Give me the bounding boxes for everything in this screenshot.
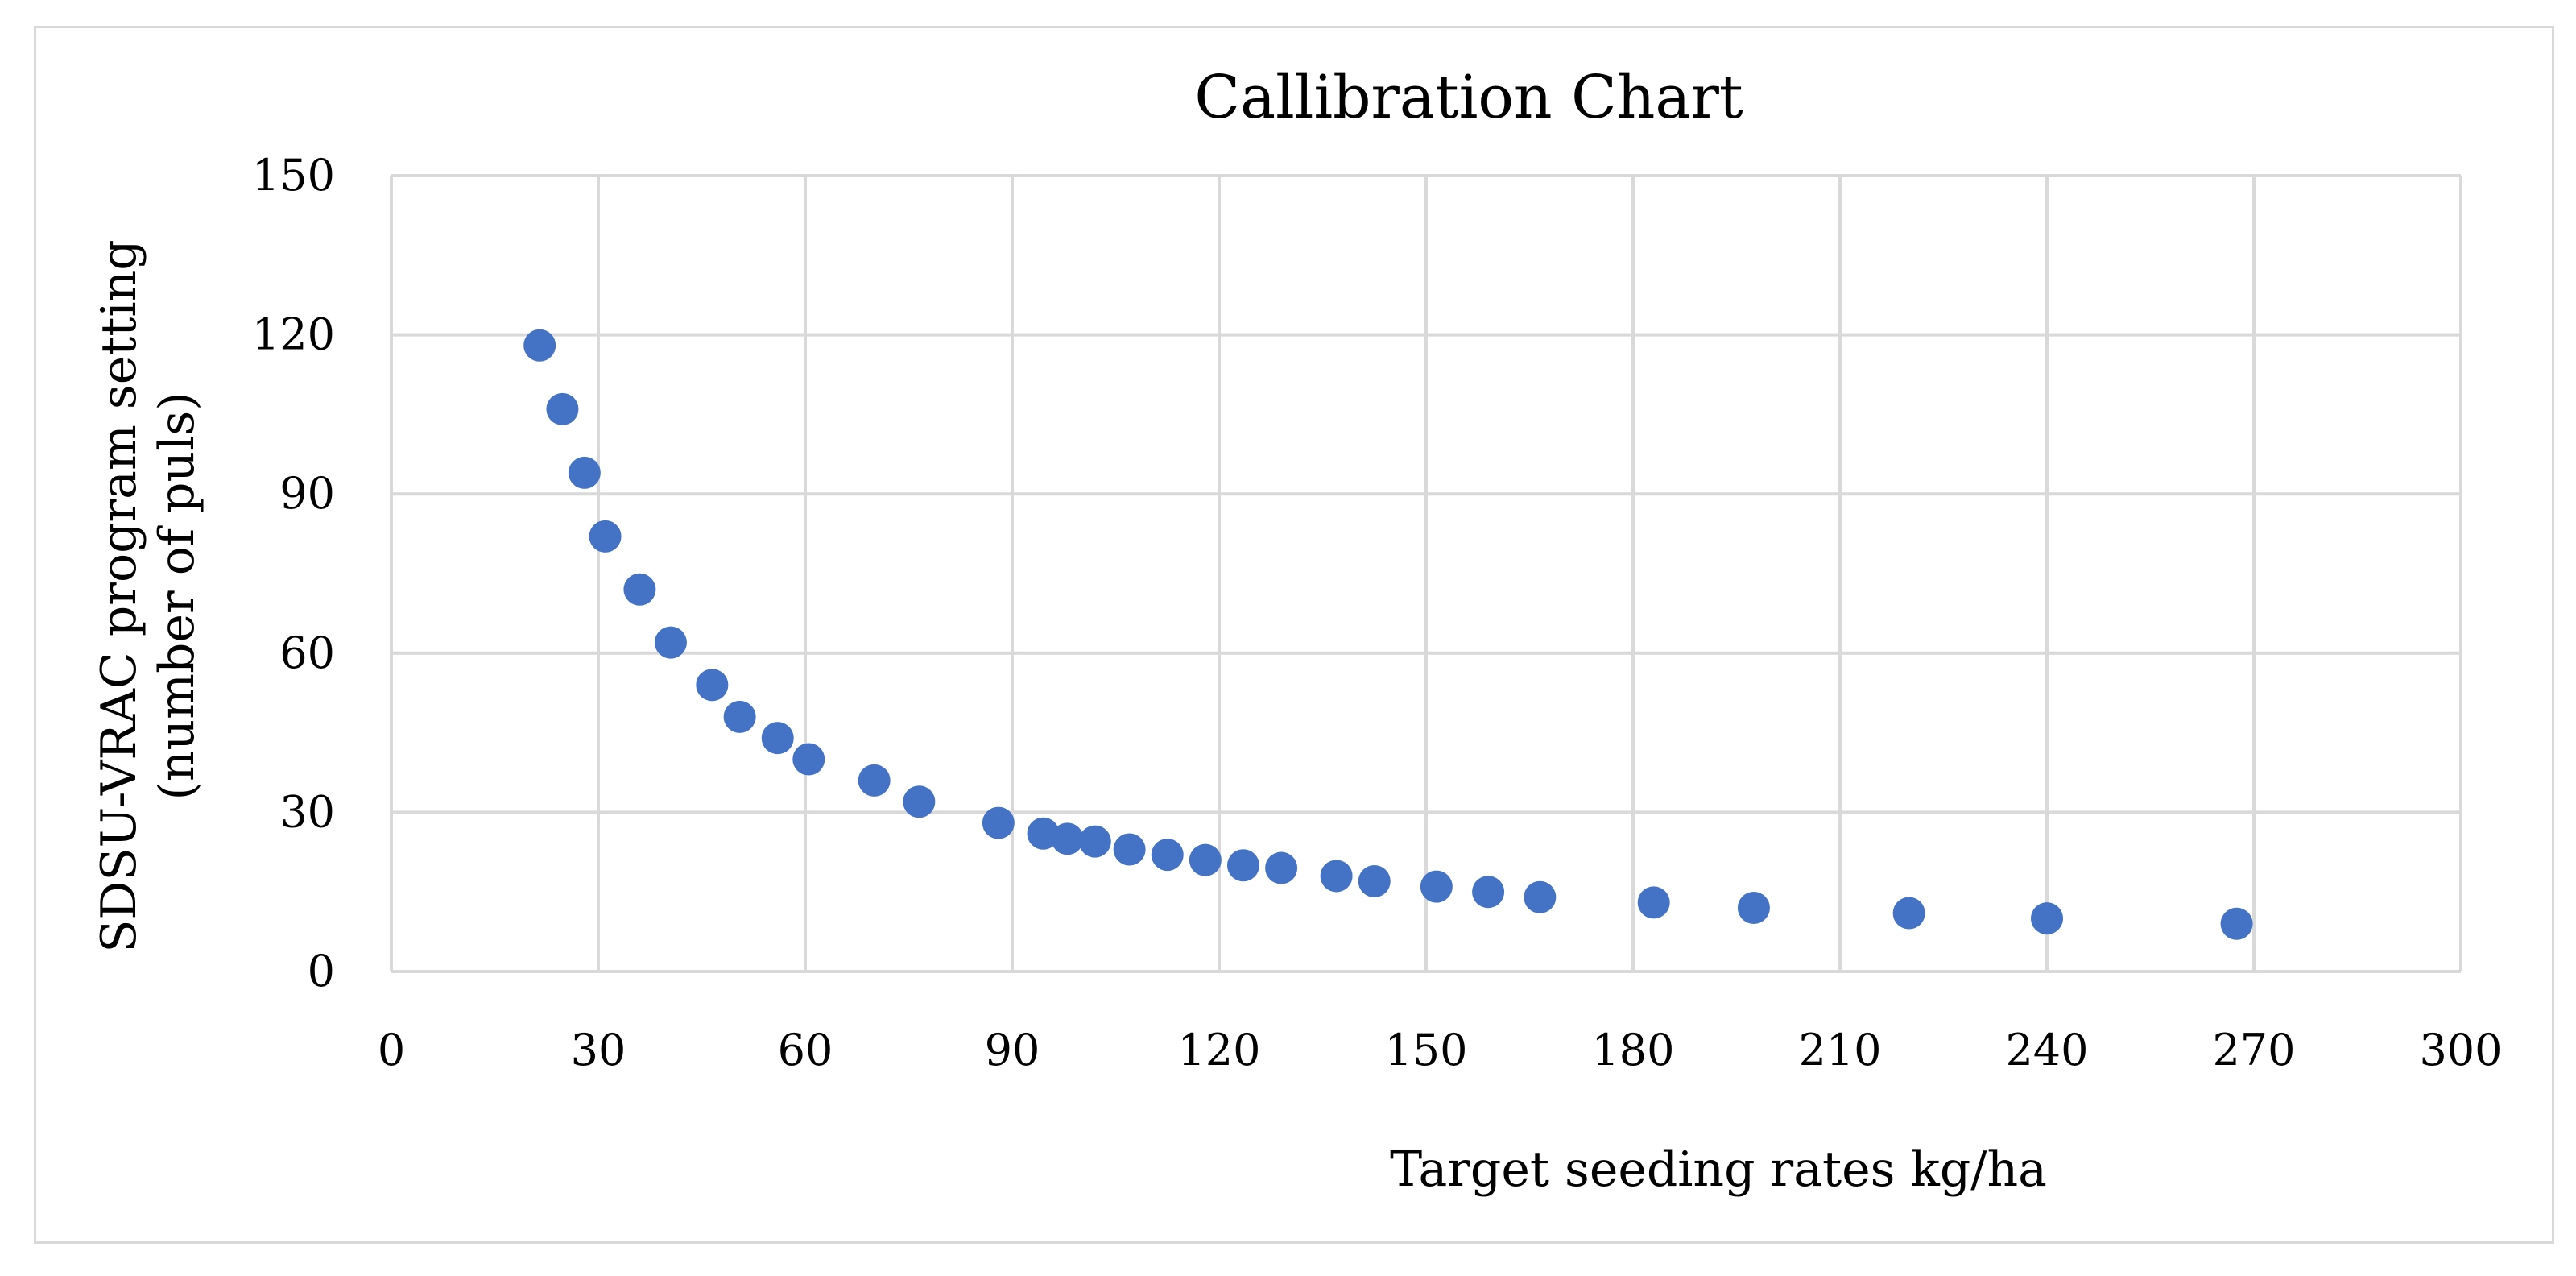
data-point	[589, 520, 622, 553]
y-tick-label: 30	[279, 786, 335, 837]
data-point	[523, 329, 556, 362]
x-tick-label: 90	[985, 1025, 1040, 1075]
data-point	[1358, 865, 1391, 898]
x-axis-title: Target seeding rates kg/ha	[1390, 1141, 2047, 1198]
data-point	[1892, 897, 1925, 930]
gridlines	[390, 174, 2462, 973]
x-tick-label: 210	[1798, 1025, 1881, 1075]
chart-title: Callibration Chart	[1194, 63, 1743, 132]
data-point	[1078, 825, 1111, 858]
x-tick-label: 180	[1591, 1025, 1674, 1075]
data-point	[858, 764, 891, 797]
x-tick-label: 60	[778, 1025, 833, 1075]
data-point	[1737, 891, 1770, 924]
data-point	[1637, 886, 1670, 919]
data-point	[1051, 822, 1084, 856]
chart-frame	[34, 26, 2554, 1244]
data-point	[723, 700, 756, 733]
y-axis-title-line1: SDSU-VRAC program setting	[91, 239, 147, 952]
data-point	[1027, 817, 1060, 850]
data-point	[1420, 870, 1453, 903]
x-tick-label: 120	[1177, 1025, 1260, 1075]
data-point	[2220, 907, 2253, 940]
data-point	[1151, 839, 1184, 872]
x-axis-ticks: 0 30 60 90 120 150 180 210 240 270 300	[378, 1025, 2503, 1075]
x-tick-label: 270	[2212, 1025, 2295, 1075]
data-point	[568, 456, 601, 489]
x-tick-label: 300	[2419, 1025, 2502, 1075]
data-point	[1226, 849, 1259, 882]
data-point	[1524, 880, 1557, 914]
data-point	[1320, 860, 1353, 893]
data-point	[903, 785, 936, 818]
y-tick-label: 120	[252, 309, 335, 360]
data-point	[546, 392, 579, 425]
y-axis-ticks: 0 30 60 90 120 150	[252, 150, 335, 996]
data-point	[1189, 843, 1222, 876]
x-tick-label: 150	[1384, 1025, 1467, 1075]
data-point	[696, 669, 729, 702]
data-point	[1113, 833, 1146, 866]
data-point	[761, 722, 794, 755]
data-point	[654, 626, 687, 659]
x-tick-label: 0	[378, 1025, 405, 1075]
y-tick-label: 0	[308, 946, 335, 996]
data-points	[523, 329, 2253, 940]
x-tick-label: 240	[2005, 1025, 2088, 1075]
y-tick-label: 150	[252, 150, 335, 201]
y-tick-label: 90	[279, 468, 335, 519]
data-point	[792, 743, 825, 776]
data-point	[2031, 902, 2063, 935]
data-point	[1472, 876, 1505, 909]
y-axis-title-line2: (number of puls)	[149, 392, 205, 800]
data-point	[982, 806, 1015, 839]
x-tick-label: 30	[571, 1025, 626, 1075]
y-tick-label: 60	[279, 628, 335, 678]
data-point	[623, 573, 656, 606]
data-point	[1265, 851, 1298, 884]
